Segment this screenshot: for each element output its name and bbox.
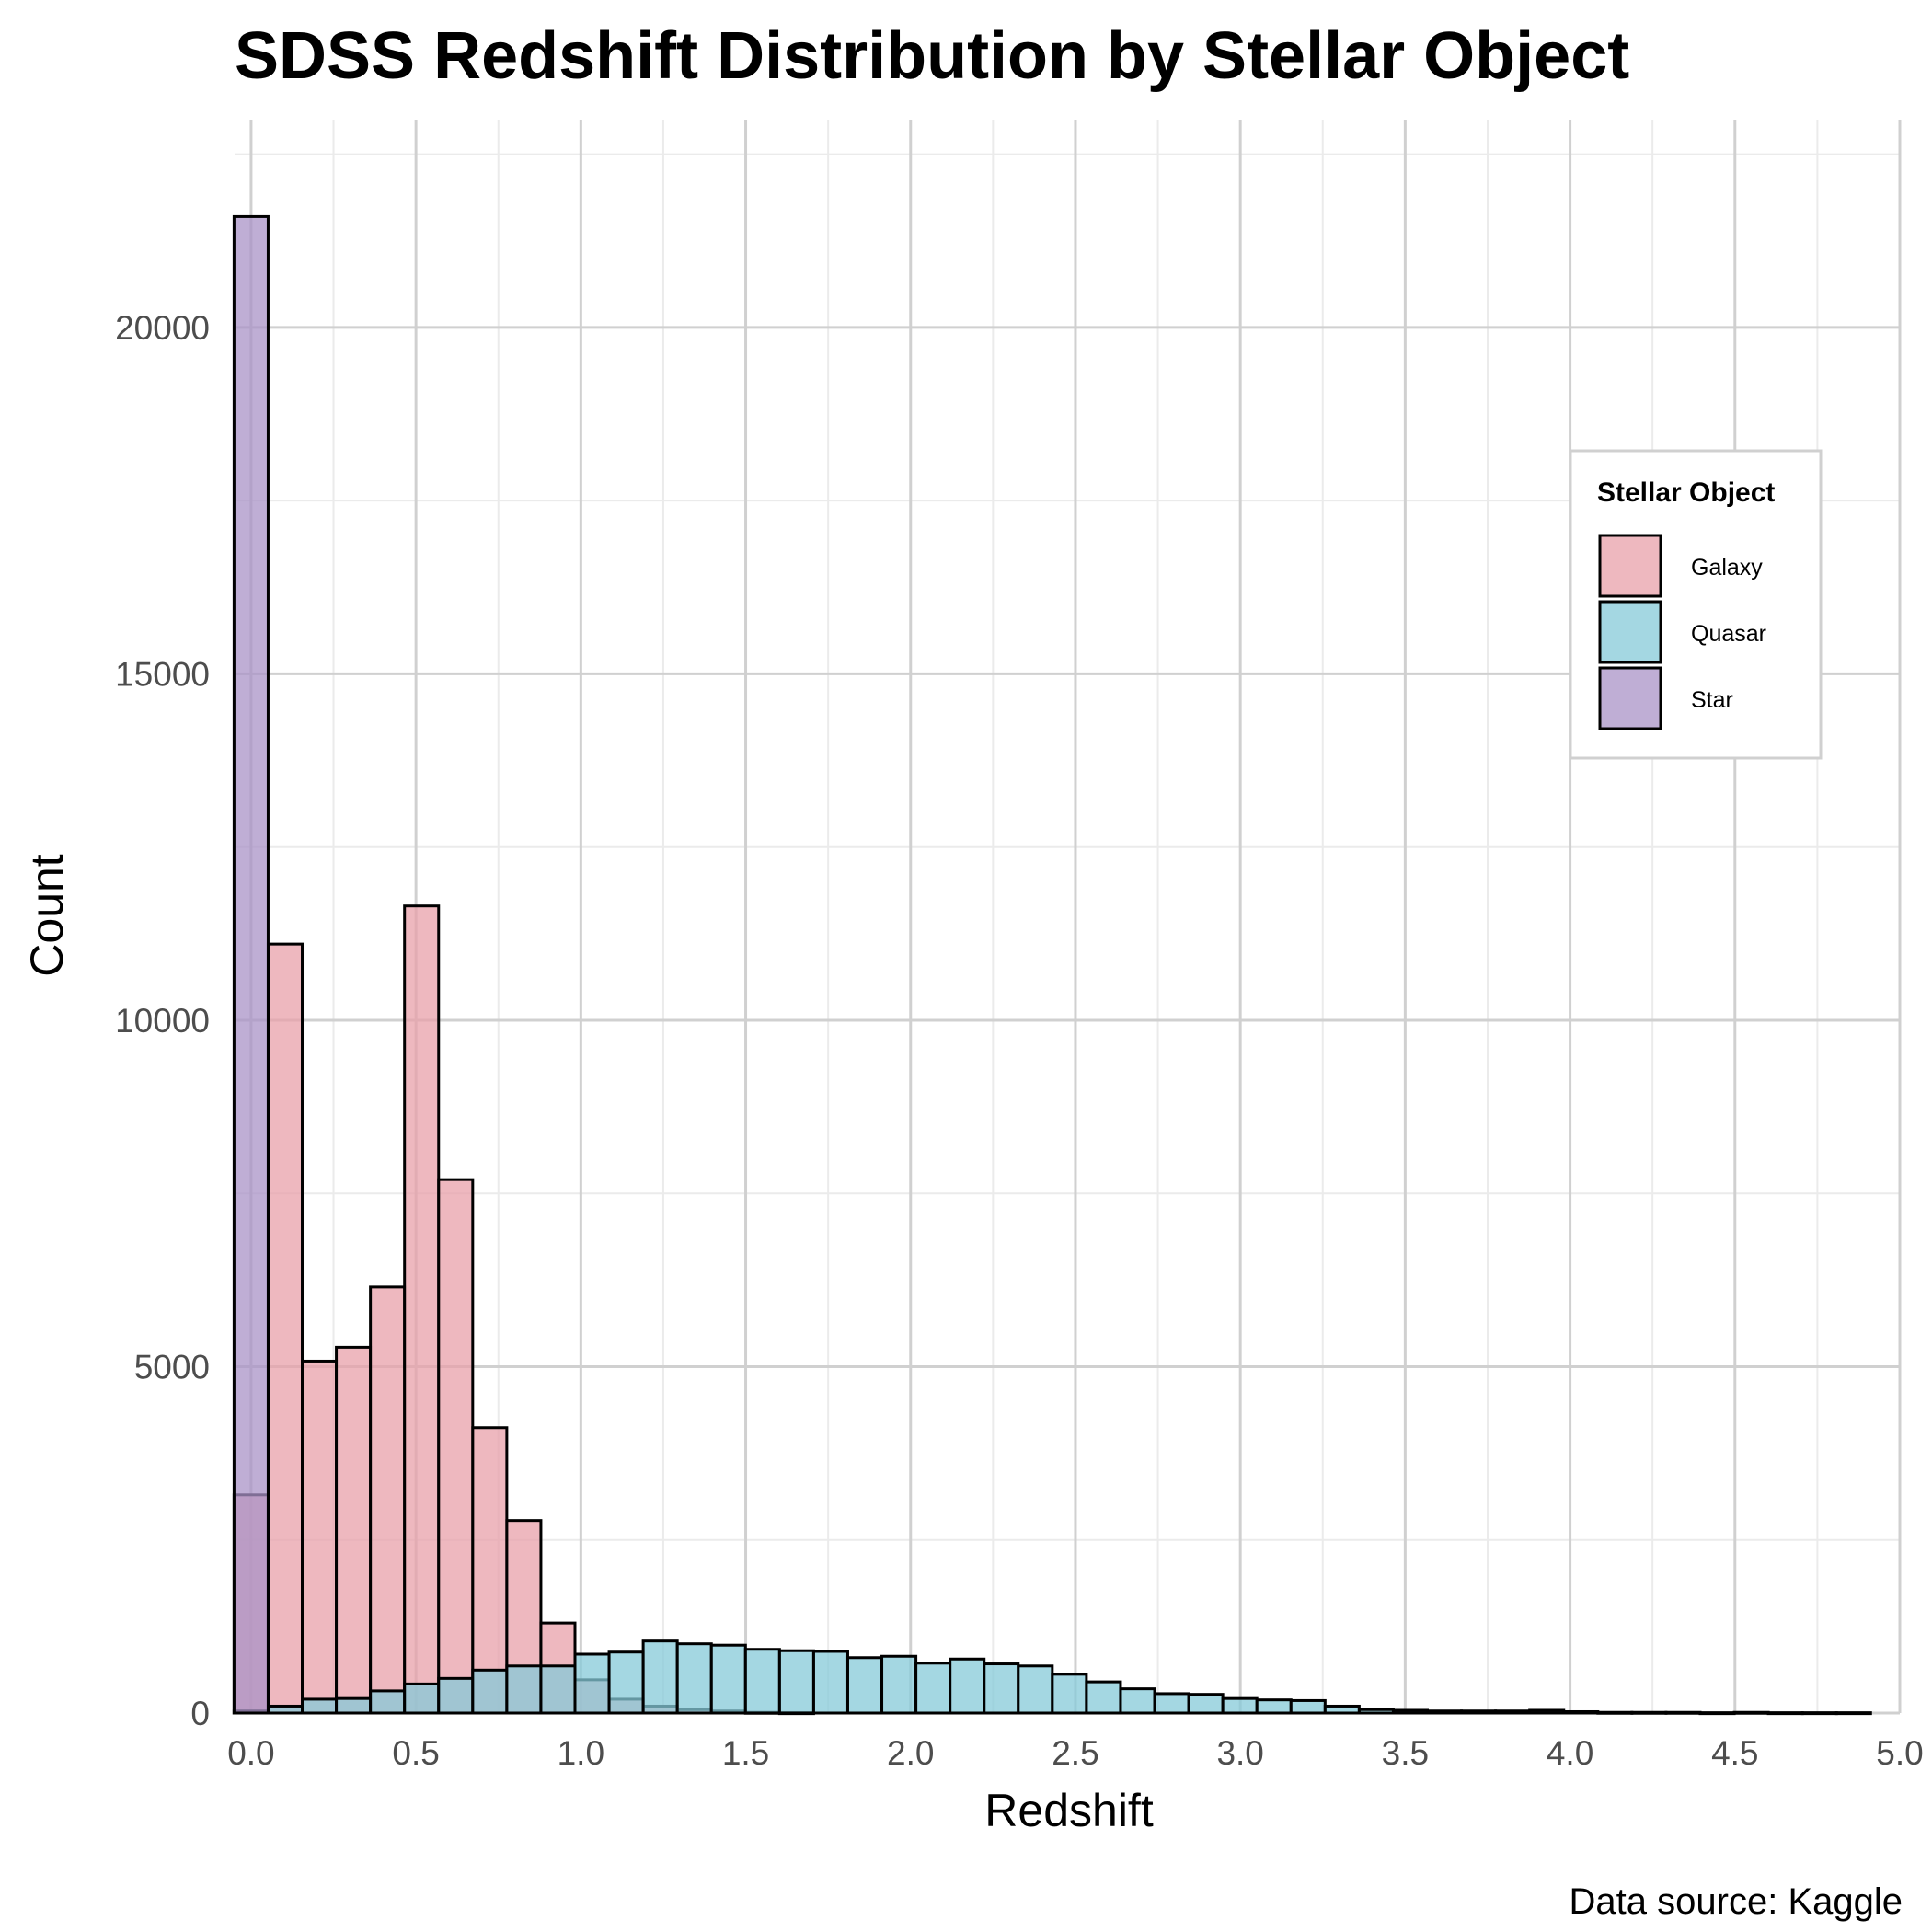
bar-quasar <box>1766 1711 1804 1716</box>
bar-quasar <box>1494 1709 1532 1715</box>
legend-swatch-star <box>1598 666 1662 730</box>
y-axis-title: Count <box>21 854 73 977</box>
bar-quasar <box>811 1650 849 1715</box>
bar-quasar <box>1051 1673 1088 1715</box>
bar-galaxy <box>369 1285 407 1715</box>
bar-quasar <box>1732 1710 1770 1715</box>
bar-quasar <box>777 1649 815 1715</box>
y-tick-label: 10000 <box>115 1002 210 1040</box>
bar-quasar <box>1289 1698 1327 1715</box>
bar-quasar <box>641 1639 679 1715</box>
bar-quasar <box>1085 1680 1122 1715</box>
histogram-bars <box>232 214 1872 1716</box>
series-galaxy <box>232 904 815 1716</box>
bar-quasar <box>1528 1708 1566 1715</box>
chart-title: SDSS Redshift Distribution by Stellar Ob… <box>235 19 1629 93</box>
bar-quasar <box>1357 1708 1395 1715</box>
legend-label-star: Star <box>1691 687 1733 713</box>
x-tick-label: 4.5 <box>1711 1734 1758 1772</box>
x-tick-label: 3.0 <box>1216 1734 1263 1772</box>
bar-quasar <box>1391 1708 1429 1715</box>
bar-quasar <box>1596 1710 1634 1715</box>
bar-quasar <box>1119 1687 1156 1715</box>
bar-quasar <box>1221 1696 1259 1715</box>
y-tick-label: 5000 <box>134 1348 210 1386</box>
bar-quasar <box>1834 1711 1872 1716</box>
bar-quasar <box>1698 1711 1736 1716</box>
legend: Stellar Object Galaxy Quasar Star <box>1569 449 1823 760</box>
bar-quasar <box>471 1668 509 1715</box>
bar-quasar <box>845 1656 884 1715</box>
bar-star <box>232 214 270 1715</box>
legend-swatch-galaxy <box>1598 534 1662 598</box>
x-tick-label: 2.5 <box>1052 1734 1098 1772</box>
x-tick-label: 4.0 <box>1547 1734 1593 1772</box>
series-star <box>232 214 270 1715</box>
x-tick-label: 0.0 <box>227 1734 274 1772</box>
bar-quasar <box>983 1662 1020 1715</box>
y-axis-ticks: 0 5000 10000 15000 20000 <box>115 309 210 1732</box>
x-tick-label: 2.0 <box>887 1734 934 1772</box>
bar-quasar <box>539 1664 577 1715</box>
bar-galaxy <box>335 1345 373 1715</box>
bar-galaxy <box>301 1359 339 1715</box>
bar-quasar <box>573 1652 611 1715</box>
x-tick-label: 1.0 <box>558 1734 604 1772</box>
bar-galaxy <box>437 1178 475 1715</box>
y-tick-label: 20000 <box>115 309 210 347</box>
x-axis-title: Redshift <box>984 1785 1154 1836</box>
caption: Data source: Kaggle <box>1570 1881 1903 1922</box>
bar-quasar <box>403 1682 441 1715</box>
series-quasar <box>232 1639 1872 1716</box>
bar-quasar <box>1460 1709 1498 1715</box>
bar-quasar <box>369 1689 407 1715</box>
bar-quasar <box>266 1704 305 1715</box>
legend-title: Stellar Object <box>1597 477 1775 508</box>
bar-quasar <box>505 1664 543 1715</box>
y-tick-label: 15000 <box>115 655 210 693</box>
x-tick-label: 0.5 <box>392 1734 439 1772</box>
x-axis-ticks: 0.0 0.5 1.0 1.5 2.0 2.5 3.0 3.5 4.0 4.5 5.0 <box>227 1734 1924 1772</box>
legend-label-quasar: Quasar <box>1691 621 1766 647</box>
legend-label-galaxy: Galaxy <box>1691 555 1763 581</box>
bar-quasar <box>1800 1711 1838 1716</box>
bar-quasar <box>1255 1698 1293 1715</box>
x-tick-label: 3.5 <box>1382 1734 1429 1772</box>
bar-quasar <box>1153 1692 1190 1715</box>
bar-quasar <box>301 1697 339 1715</box>
bar-galaxy <box>266 942 305 1715</box>
bar-quasar <box>880 1654 918 1715</box>
x-tick-label: 1.5 <box>722 1734 769 1772</box>
bar-quasar <box>1187 1693 1225 1715</box>
bar-quasar <box>607 1650 645 1715</box>
bar-quasar <box>1562 1709 1600 1715</box>
bar-quasar <box>1425 1709 1464 1715</box>
bar-quasar <box>949 1657 986 1715</box>
bar-quasar <box>1017 1664 1054 1715</box>
bar-quasar <box>1630 1710 1668 1715</box>
bar-galaxy <box>403 904 441 1715</box>
bar-quasar <box>1664 1710 1702 1715</box>
bar-quasar <box>743 1648 781 1715</box>
bar-quasar <box>335 1696 373 1715</box>
legend-swatch-quasar <box>1598 600 1662 664</box>
bar-quasar <box>675 1642 713 1715</box>
y-tick-label: 0 <box>190 1695 210 1732</box>
bar-quasar <box>437 1676 475 1715</box>
bar-quasar <box>709 1643 747 1715</box>
x-tick-label: 5.0 <box>1876 1734 1923 1772</box>
bar-quasar <box>914 1662 952 1715</box>
bar-quasar <box>1323 1704 1361 1715</box>
